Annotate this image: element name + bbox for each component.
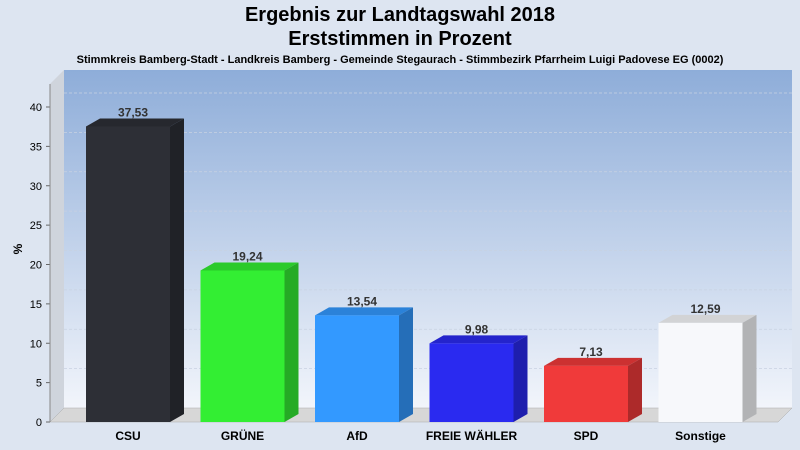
bar-value-label: 7,13 (579, 345, 603, 359)
bar-top-face (200, 262, 299, 271)
x-category-label: CSU (115, 429, 140, 443)
bar-front-face (315, 315, 399, 422)
bar-front-face (429, 343, 514, 422)
bar-freie-wähler (429, 335, 528, 422)
bar-sonstige (658, 314, 757, 422)
y-tick-label: 15 (30, 299, 42, 311)
bar-side-face (399, 307, 413, 422)
y-tick-label: 0 (36, 417, 42, 429)
y-tick-label: 30 (30, 181, 42, 193)
y-tick-label: 25 (30, 220, 42, 232)
y-tick-label: 40 (30, 102, 42, 114)
y-tick-label: 35 (30, 141, 42, 153)
y-tick-label: 10 (30, 338, 42, 350)
bar-value-label: 19,24 (232, 249, 262, 263)
bar-top-face (544, 357, 642, 366)
x-category-label: AfD (346, 429, 368, 443)
y-axis-label: % (11, 243, 25, 254)
bar-top-face (658, 314, 757, 323)
bar-front-face (658, 322, 743, 422)
bar-side-face (742, 314, 757, 422)
bar-front-face (544, 365, 628, 422)
bar-side-face (170, 118, 184, 423)
bar-front-face (200, 270, 285, 422)
bar-side-face (284, 262, 299, 422)
y-tick-label: 20 (30, 260, 42, 272)
y-tick-label: 5 (36, 378, 42, 390)
bar-spd (544, 357, 642, 422)
bar-top-face (429, 335, 528, 344)
bar-value-label: 9,98 (465, 322, 489, 336)
bar-side-face (628, 357, 642, 422)
plot-side-wall (50, 70, 64, 422)
x-category-label: GRÜNE (221, 428, 264, 443)
chart-title: Ergebnis zur Landtagswahl 2018 (244, 4, 556, 26)
bar-afd (315, 307, 413, 422)
bar-side-face (513, 335, 528, 422)
x-category-label: FREIE WÄHLER (426, 428, 518, 443)
chart-region-subtitle: Stimmkreis Bamberg-Stadt - Landkreis Bam… (76, 54, 724, 66)
bar-grüne (200, 262, 299, 422)
bar-csu (86, 118, 184, 423)
bar-front-face (86, 126, 170, 423)
bar-top-face (86, 118, 184, 127)
chart-subtitle-line: Erststimmen in Prozent (288, 28, 512, 50)
x-category-label: Sonstige (675, 429, 726, 443)
bar-value-label: 13,54 (347, 294, 377, 308)
x-category-label: SPD (574, 429, 599, 443)
bar-value-label: 37,53 (118, 105, 148, 119)
bar-top-face (315, 307, 413, 316)
bar-value-label: 12,59 (690, 302, 720, 316)
